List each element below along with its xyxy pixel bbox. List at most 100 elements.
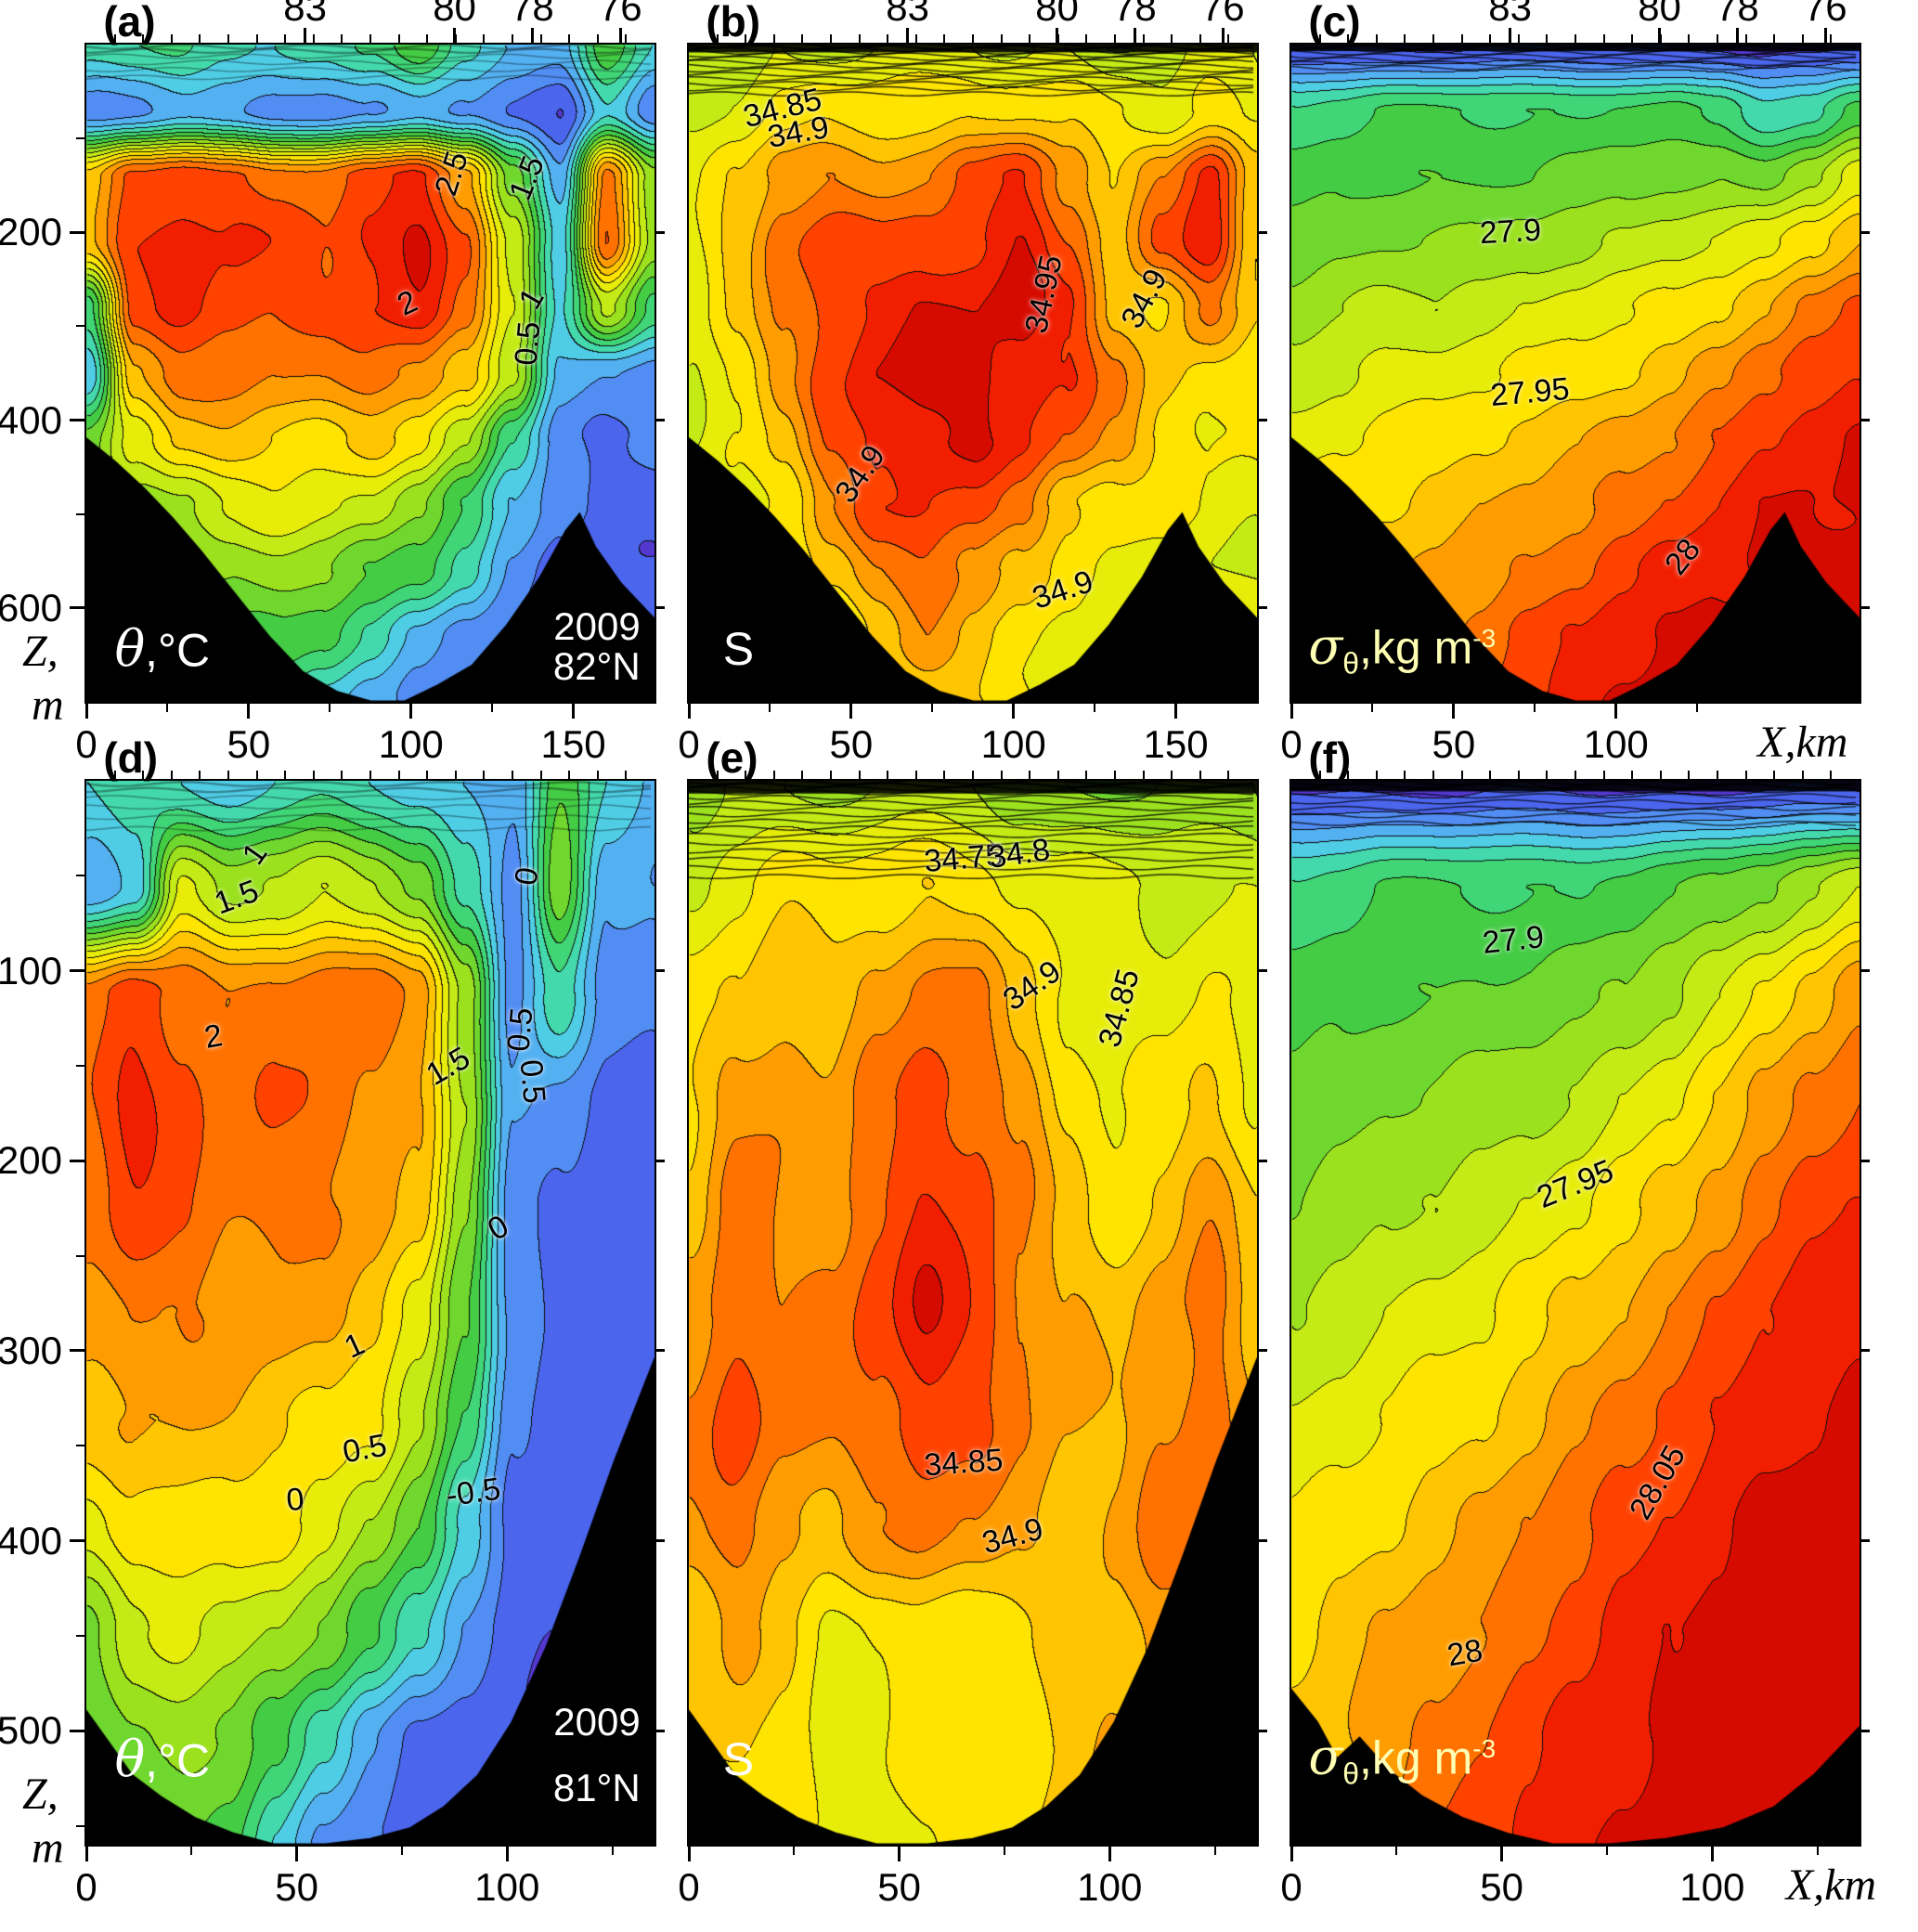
y-tick-label: 200 [0,1138,62,1183]
y-right-tick [656,230,665,234]
top-minor-tick [113,771,116,779]
x-minor-tick [1696,704,1699,712]
x-tick-label: 150 [1143,722,1209,766]
latitude-label: 80 [433,0,476,29]
x-tick-label: 0 [1280,1865,1302,1909]
corner-label: 81°N [552,1766,641,1810]
top-minor-tick [1318,34,1321,43]
y-right-tick [1259,1349,1267,1353]
contour-label: 34.85 [923,1442,1004,1484]
y-right-tick [1861,606,1870,610]
top-tick [453,28,457,43]
x-tick-label: 100 [378,722,444,766]
x-tick-label: 0 [678,722,700,766]
x-minor-tick [1816,1847,1819,1855]
y-tick [70,419,84,422]
x-tick [1108,1847,1111,1861]
top-minor-tick [1199,771,1201,779]
top-minor-tick [397,34,400,43]
y-right-tick [656,1349,665,1353]
contour-field-canvas [1291,781,1860,1845]
latitude-label: 83 [283,0,327,29]
top-minor-tick [512,34,513,43]
var-label-theta: θ,°C [115,620,211,679]
top-tick [1658,28,1662,43]
contour-label: 0.5 [508,319,548,368]
top-minor-tick [1546,34,1549,43]
x-tick-label: 0 [75,722,97,766]
x-minor-tick [1004,1847,1005,1855]
top-minor-tick [255,34,258,43]
top-minor-tick [1575,34,1576,43]
top-minor-tick [312,34,315,43]
top-tick [1509,28,1512,43]
x-minor-tick [166,704,169,712]
sigma-exponent: -3 [1472,624,1497,654]
top-minor-tick [255,771,258,779]
y-tick-label: 600 [0,585,62,629]
sigma-symbol: σ [1308,616,1343,676]
x-minor-tick [931,704,934,712]
latitude-label: 78 [1716,0,1759,29]
top-minor-tick [1602,34,1605,43]
y-minor-tick [76,325,84,328]
y-minor-tick [76,1254,84,1257]
top-minor-tick [1773,34,1776,43]
top-minor-tick [284,34,287,43]
x-tick-label: 100 [474,1865,540,1909]
top-minor-tick [1432,771,1434,779]
top-minor-tick [1631,34,1634,43]
y-minor-tick [76,137,84,140]
latitude-label: 83 [1488,0,1532,29]
x-tick [1614,704,1618,719]
top-minor-tick [1318,771,1321,779]
var-label-sigma: σθ,kg m-3 [1308,617,1496,681]
contour-label: 0.5 [500,1005,540,1054]
var-label-units: ,°C [145,624,211,677]
top-minor-tick [1602,771,1605,779]
contour-field-canvas [689,781,1257,1845]
top-minor-tick [1801,34,1804,43]
x-tick [1452,704,1456,719]
top-minor-tick [199,34,201,43]
theta-symbol: θ [114,619,146,679]
y-right-tick [1861,1539,1870,1543]
top-minor-tick [369,34,371,43]
x-minor-tick [1213,1847,1216,1855]
top-minor-tick [1404,34,1406,43]
x-minor-tick [1371,704,1374,712]
y-right-tick [1259,1539,1267,1543]
x-tick [247,704,251,719]
latitude-label: 76 [598,0,642,29]
var-label-units: ,°C [145,1734,211,1787]
top-minor-tick [284,771,287,779]
top-minor-tick [1029,34,1031,43]
y-tick [70,969,84,973]
top-minor-tick [1688,771,1691,779]
top-tick [1823,28,1827,43]
top-minor-tick [341,771,343,779]
top-minor-tick [1575,771,1576,779]
top-minor-tick [625,34,628,43]
top-minor-tick [830,771,832,779]
x-tick [409,704,413,719]
y-axis-title-line2: m [32,1823,64,1873]
top-minor-tick [1631,771,1634,779]
top-minor-tick [1489,771,1492,779]
top-minor-tick [568,771,571,779]
top-minor-tick [1085,34,1088,43]
top-tick [1735,28,1739,43]
top-minor-tick [1744,34,1747,43]
top-minor-tick [1085,771,1088,779]
top-minor-tick [1801,771,1804,779]
top-minor-tick [801,34,804,43]
top-minor-tick [1000,34,1003,43]
top-minor-tick [1830,771,1833,779]
top-tick [1133,28,1136,43]
y-right-tick [656,606,665,610]
panel-b: (b) 34.85 34.9 34.95 34.9 34.9 34.9 S 0 50 100 150 8… [678,0,1267,766]
top-minor-tick [539,34,542,43]
x-axis-title: X,km [1757,718,1848,767]
y-right-tick [1259,419,1267,422]
